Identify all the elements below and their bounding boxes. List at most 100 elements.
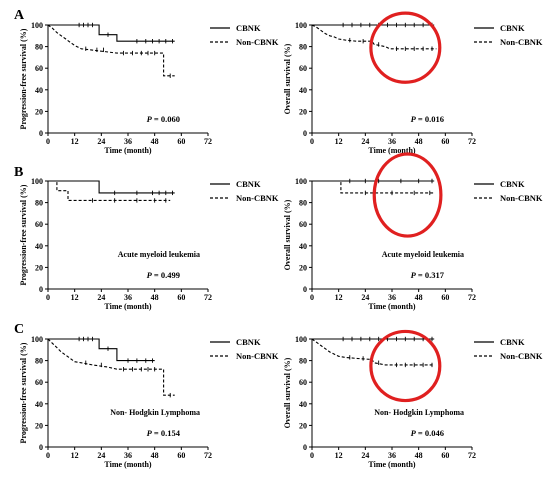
p-value-symbol: P	[147, 270, 153, 280]
x-tick-label: 24	[97, 293, 105, 302]
km-curve-non-cbnk	[311, 338, 435, 366]
highlight-circle	[372, 152, 443, 238]
x-tick-label: 0	[310, 137, 314, 146]
x-axis-title: Time (month)	[104, 146, 152, 155]
y-tick-label: 80	[299, 357, 307, 366]
disease-annotation: Acute myeloid leukemia	[118, 250, 200, 259]
x-tick-label: 48	[151, 451, 159, 460]
x-tick-label: 0	[46, 137, 50, 146]
x-tick-label: 24	[361, 451, 369, 460]
y-tick-label: 0	[39, 443, 43, 452]
x-tick-label: 0	[310, 451, 314, 460]
p-value-label: P = 0.016	[411, 114, 444, 124]
x-tick-label: 72	[468, 451, 476, 460]
x-axis-title: Time (month)	[368, 146, 416, 155]
y-tick-label: 20	[35, 263, 43, 272]
y-axis-title: Progression-free survival (%)	[19, 342, 28, 443]
km-curve-non-cbnk	[47, 24, 175, 77]
legend-label-cbnk: CBNK	[500, 337, 525, 347]
legend-label-non-cbnk: Non-CBNK	[236, 37, 279, 47]
y-tick-label: 0	[39, 285, 43, 294]
km-curve-non-cbnk	[47, 338, 175, 396]
disease-annotation: Non- Hodgkin Lymphoma	[374, 408, 464, 417]
legend-label-non-cbnk: Non-CBNK	[500, 351, 543, 361]
km-curve-non-cbnk	[311, 24, 437, 50]
x-tick-label: 36	[124, 451, 132, 460]
y-tick-label: 100	[295, 177, 307, 186]
y-tick-label: 40	[299, 86, 307, 95]
x-tick-label: 24	[361, 137, 369, 146]
y-tick-label: 0	[303, 285, 307, 294]
x-tick-label: 12	[335, 451, 343, 460]
p-value-label: P = 0.499	[147, 270, 180, 280]
x-tick-label: 60	[177, 137, 185, 146]
x-tick-label: 12	[71, 293, 79, 302]
legend-label-non-cbnk: Non-CBNK	[500, 37, 543, 47]
x-tick-label: 24	[361, 293, 369, 302]
km-curve-cbnk	[48, 180, 175, 194]
y-tick-label: 100	[31, 177, 43, 186]
x-tick-label: 36	[388, 451, 396, 460]
y-tick-label: 80	[299, 199, 307, 208]
disease-annotation: Non- Hodgkin Lymphoma	[110, 408, 200, 417]
y-tick-label: 40	[35, 400, 43, 409]
p-value-symbol: P	[147, 114, 153, 124]
x-tick-label: 60	[441, 137, 449, 146]
y-tick-label: 20	[299, 263, 307, 272]
y-tick-label: 100	[31, 21, 43, 30]
x-tick-label: 0	[46, 293, 50, 302]
x-tick-label: 36	[388, 293, 396, 302]
km-plot-b-left: 0 20 40 60 80 100 0 12 24 36 48 60 72 Time (month) Pro…	[19, 177, 279, 311]
p-value-label: P = 0.046	[411, 428, 444, 438]
x-tick-label: 60	[441, 451, 449, 460]
y-tick-label: 100	[295, 335, 307, 344]
x-tick-label: 72	[204, 451, 212, 460]
y-tick-label: 20	[35, 421, 43, 430]
y-axis-title: Overall survival (%)	[283, 43, 292, 114]
x-tick-label: 72	[204, 293, 212, 302]
p-value-symbol: P	[411, 114, 417, 124]
x-tick-label: 24	[97, 137, 105, 146]
x-tick-label: 36	[388, 137, 396, 146]
x-axis-title: Time (month)	[104, 302, 152, 311]
km-plot-b-right: 0 20 40 60 80 100 0 12 24 36 48 60 72 Time (month) Ove…	[283, 152, 543, 311]
legend-label-cbnk: CBNK	[236, 23, 261, 33]
plot-grid: 0 20 40 60 80 100 0 12 24 36 48 60 72 Time (month) Pro…	[19, 11, 543, 469]
km-curve-non-cbnk	[312, 180, 435, 194]
p-value-number: = 0.499	[152, 270, 180, 280]
legend-label-cbnk: CBNK	[236, 179, 261, 189]
x-tick-label: 72	[204, 137, 212, 146]
y-axis-title: Progression-free survival (%)	[19, 184, 28, 285]
y-axis-title: Overall survival (%)	[283, 357, 292, 428]
y-tick-label: 40	[299, 400, 307, 409]
y-tick-label: 60	[299, 64, 307, 73]
p-value-number: = 0.016	[416, 114, 444, 124]
x-tick-label: 60	[441, 293, 449, 302]
p-value-label: P = 0.060	[147, 114, 180, 124]
legend-label-cbnk: CBNK	[500, 23, 525, 33]
p-value-symbol: P	[411, 428, 417, 438]
y-tick-label: 80	[35, 43, 43, 52]
panel-label-a: A	[14, 8, 25, 23]
p-value-symbol: P	[147, 428, 153, 438]
x-tick-label: 36	[124, 137, 132, 146]
x-tick-label: 48	[415, 293, 423, 302]
x-tick-label: 60	[177, 451, 185, 460]
p-value-label: P = 0.154	[147, 428, 181, 438]
x-tick-label: 48	[151, 137, 159, 146]
x-tick-label: 12	[71, 137, 79, 146]
km-plot-a-right: 0 20 40 60 80 100 0 12 24 36 48 60 72 Time (month) Ove…	[283, 11, 543, 155]
legend-label-cbnk: CBNK	[236, 337, 261, 347]
panel-label-b: B	[14, 165, 23, 180]
km-plot-a-left: 0 20 40 60 80 100 0 12 24 36 48 60 72 Time (month) Pro…	[19, 21, 279, 155]
p-value-number: = 0.317	[416, 270, 445, 280]
p-value-label: P = 0.317	[411, 270, 445, 280]
p-value-number: = 0.060	[152, 114, 180, 124]
x-tick-label: 72	[468, 293, 476, 302]
x-tick-label: 24	[97, 451, 105, 460]
km-plot-c-left: 0 20 40 60 80 100 0 12 24 36 48 60 72 Time (month) Pro…	[19, 335, 279, 469]
y-tick-label: 100	[295, 21, 307, 30]
km-curve-cbnk	[48, 24, 175, 42]
y-tick-label: 0	[303, 129, 307, 138]
x-tick-label: 60	[177, 293, 185, 302]
